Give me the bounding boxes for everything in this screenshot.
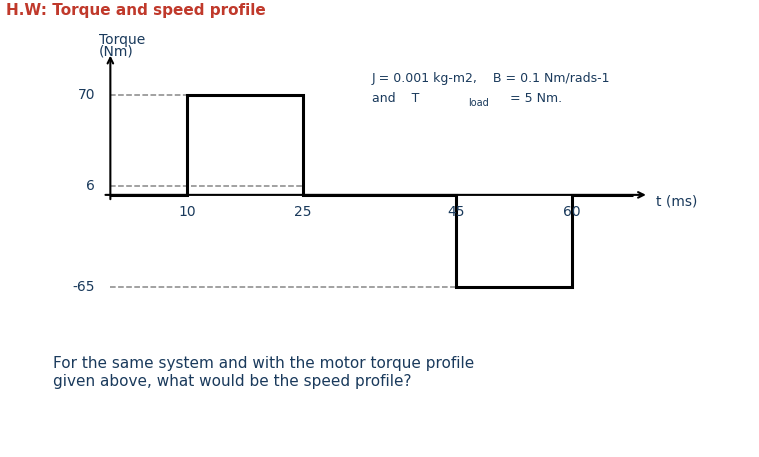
Text: 45: 45 [448, 205, 465, 219]
Text: 25: 25 [294, 205, 311, 219]
Text: t (ms): t (ms) [657, 195, 698, 209]
Text: 10: 10 [178, 205, 196, 219]
Text: 60: 60 [563, 205, 581, 219]
Text: and    T: and T [372, 92, 419, 105]
Text: H.W: Torque and speed profile: H.W: Torque and speed profile [6, 3, 266, 18]
Text: Torque: Torque [99, 33, 145, 47]
Text: J = 0.001 kg-m2,    B = 0.1 Nm/rads-1: J = 0.001 kg-m2, B = 0.1 Nm/rads-1 [372, 72, 610, 85]
Text: 6: 6 [86, 179, 95, 193]
Text: (Nm): (Nm) [99, 44, 134, 58]
Text: load: load [468, 97, 489, 107]
Text: 70: 70 [77, 88, 95, 102]
Text: = 5 Nm.: = 5 Nm. [506, 92, 562, 105]
Text: -65: -65 [72, 280, 95, 294]
Text: For the same system and with the motor torque profile
given above, what would be: For the same system and with the motor t… [53, 356, 474, 389]
